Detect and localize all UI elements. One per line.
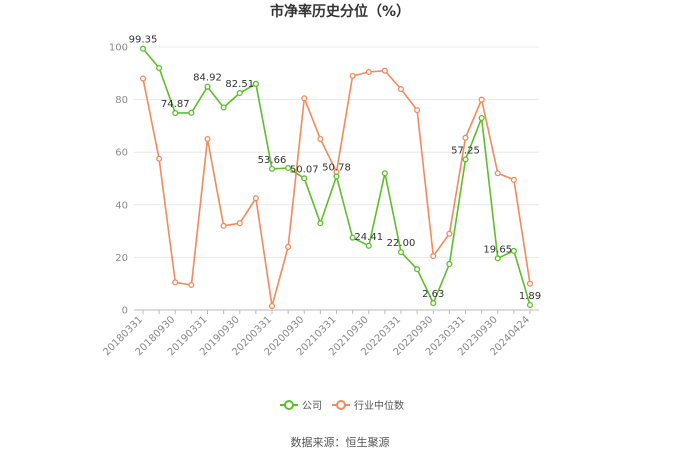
data-point[interactable]	[494, 170, 501, 177]
data-point[interactable]	[494, 255, 501, 262]
data-point[interactable]	[446, 230, 453, 237]
y-tick-label: 60	[115, 148, 128, 159]
y-tick-label: 0	[122, 306, 128, 317]
data-point[interactable]	[526, 280, 534, 287]
data-point[interactable]	[462, 134, 469, 141]
data-label: 22.00	[387, 238, 416, 249]
y-tick-label: 80	[115, 95, 128, 106]
data-label: 24.41	[354, 232, 383, 243]
data-point[interactable]	[268, 303, 276, 310]
data-point[interactable]	[268, 165, 276, 172]
data-label: 53.66	[258, 155, 287, 166]
data-point[interactable]	[317, 220, 324, 227]
data-point[interactable]	[188, 109, 195, 116]
data-point[interactable]	[285, 164, 292, 172]
series-layer	[139, 45, 534, 310]
data-point[interactable]	[349, 234, 356, 241]
data-point[interactable]	[349, 72, 356, 79]
data-point[interactable]	[462, 156, 469, 163]
data-point[interactable]	[236, 89, 243, 97]
legend: 公司 行业中位数	[280, 399, 404, 412]
data-point[interactable]	[156, 64, 163, 72]
data-point[interactable]	[317, 136, 324, 143]
data-label: 74.87	[161, 99, 190, 110]
data-point[interactable]	[397, 86, 405, 93]
data-point[interactable]	[236, 220, 243, 227]
legend-industry-label: 行业中位数	[354, 399, 404, 412]
data-point[interactable]	[414, 266, 421, 273]
y-tick-label: 40	[115, 200, 128, 211]
data-point[interactable]	[365, 68, 372, 76]
data-point[interactable]	[430, 300, 437, 307]
data-point[interactable]	[188, 281, 195, 289]
data-label: 2.63	[422, 289, 444, 300]
data-point[interactable]	[220, 222, 227, 229]
data-point[interactable]	[139, 45, 147, 52]
data-point[interactable]	[510, 176, 517, 183]
data-label: 84.92	[193, 73, 222, 84]
data-point[interactable]	[204, 83, 211, 90]
legend-item-industry-median[interactable]: 行业中位数	[332, 399, 404, 412]
legend-industry-marker-icon	[336, 400, 346, 410]
data-point[interactable]	[156, 155, 163, 162]
legend-company-marker-icon	[284, 400, 294, 410]
data-label: 19.65	[483, 244, 512, 255]
data-point[interactable]	[478, 96, 485, 103]
data-point[interactable]	[301, 95, 308, 102]
chart-title: 市净率历史分位（%）	[270, 3, 410, 20]
data-point[interactable]	[381, 67, 388, 74]
data-point[interactable]	[172, 279, 179, 286]
series-line-1	[142, 69, 531, 307]
y-tick-label: 100	[109, 43, 128, 54]
data-point[interactable]	[172, 110, 179, 117]
data-source-label: 数据来源：恒生聚源	[291, 435, 390, 449]
data-point[interactable]	[446, 260, 453, 268]
data-point[interactable]	[397, 249, 405, 256]
data-point[interactable]	[381, 170, 388, 177]
data-point[interactable]	[204, 136, 211, 143]
data-point[interactable]	[301, 175, 308, 182]
data-point[interactable]	[333, 173, 340, 180]
legend-company-label: 公司	[302, 401, 322, 412]
data-point[interactable]	[365, 242, 372, 249]
data-point[interactable]	[414, 107, 421, 114]
legend-item-company[interactable]: 公司	[280, 400, 322, 412]
data-point[interactable]	[478, 114, 485, 122]
data-point[interactable]	[430, 253, 437, 260]
data-point[interactable]	[220, 104, 227, 111]
data-point[interactable]	[510, 247, 517, 254]
data-label: 50.78	[322, 162, 351, 173]
data-label: 57.25	[451, 145, 480, 156]
y-tick-label: 20	[115, 253, 128, 264]
data-label: 50.07	[290, 164, 319, 175]
data-point[interactable]	[252, 80, 259, 87]
grid	[134, 46, 539, 258]
data-point[interactable]	[139, 75, 147, 82]
data-label: 1.89	[519, 291, 541, 302]
data-point[interactable]	[252, 195, 259, 202]
data-label: 99.35	[129, 35, 158, 46]
data-point[interactable]	[285, 243, 292, 250]
data-point[interactable]	[526, 301, 534, 309]
data-label: 82.51	[225, 79, 254, 90]
